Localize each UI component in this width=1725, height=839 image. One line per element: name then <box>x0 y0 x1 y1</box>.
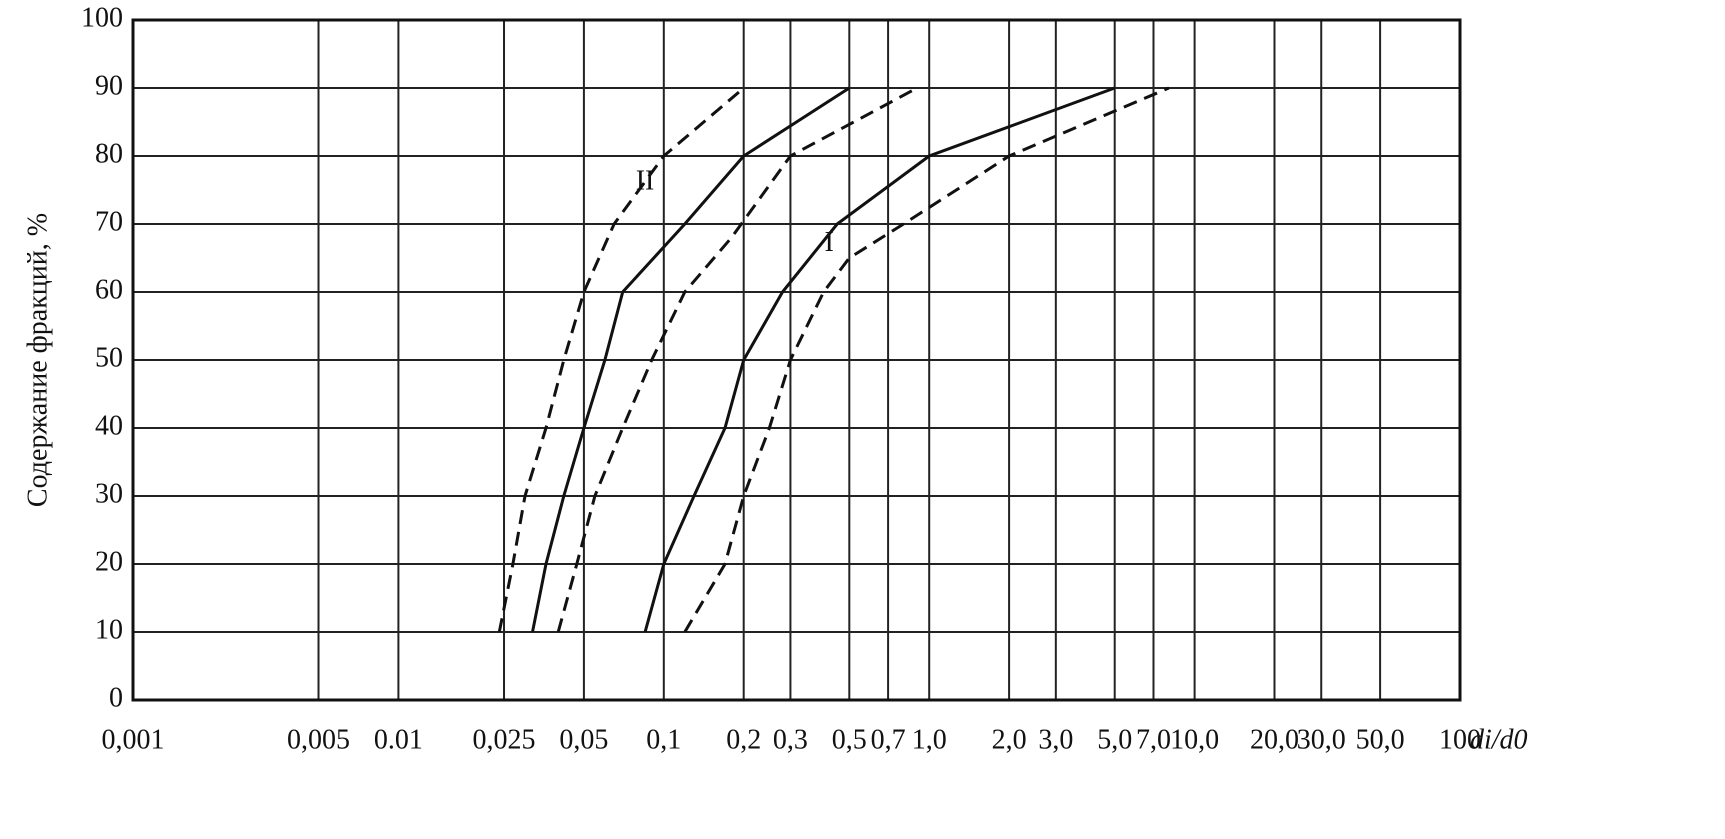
y-tick-label: 80 <box>95 138 123 169</box>
x-tick-label: 0,5 <box>832 724 867 755</box>
x-tick-label: 0,025 <box>473 724 536 755</box>
y-axis-title: Содержание фракций, % <box>22 213 53 507</box>
y-tick-label: 70 <box>95 206 123 237</box>
x-tick-label: 0,3 <box>773 724 808 755</box>
x-tick-label: 0,005 <box>287 724 350 755</box>
x-tick-label: 0,1 <box>646 724 681 755</box>
y-tick-label: 40 <box>95 410 123 441</box>
x-tick-label: 0,05 <box>559 724 608 755</box>
x-tick-label: 0.01 <box>374 724 423 755</box>
y-tick-label: 90 <box>95 70 123 101</box>
y-tick-label: 50 <box>95 342 123 373</box>
x-tick-label: 10,0 <box>1170 724 1219 755</box>
x-tick-label: 2,0 <box>992 724 1027 755</box>
curve <box>556 86 918 633</box>
y-tick-label: 100 <box>81 2 123 33</box>
x-axis-title: di/d0 <box>1470 724 1528 755</box>
x-tick-label: 20,0 <box>1250 724 1299 755</box>
y-tick-label: 60 <box>95 274 123 305</box>
y-tick-label: 30 <box>95 478 123 509</box>
y-tick-label: 20 <box>95 546 123 577</box>
x-tick-label: 0,2 <box>726 724 761 755</box>
x-tick-label: 0,001 <box>102 724 165 755</box>
curve <box>497 86 745 633</box>
x-tick-label: 50,0 <box>1356 724 1405 755</box>
x-tick-label: 3,0 <box>1038 724 1073 755</box>
x-tick-label: 1,0 <box>912 724 947 755</box>
annotation: I <box>825 227 834 258</box>
x-tick-label: 100 <box>1439 724 1481 755</box>
plot-frame <box>131 18 1462 702</box>
x-tick-label: 0,7 <box>871 724 906 755</box>
y-tick-label: 0 <box>109 682 123 713</box>
x-tick-label: 30,0 <box>1297 724 1346 755</box>
y-tick-label: 10 <box>95 614 123 645</box>
annotation: II <box>636 166 655 197</box>
curve <box>683 86 1170 633</box>
curve <box>531 86 851 633</box>
x-tick-label: 5,0 <box>1097 724 1132 755</box>
curve <box>643 86 1116 633</box>
x-tick-label: 7,0 <box>1136 724 1171 755</box>
